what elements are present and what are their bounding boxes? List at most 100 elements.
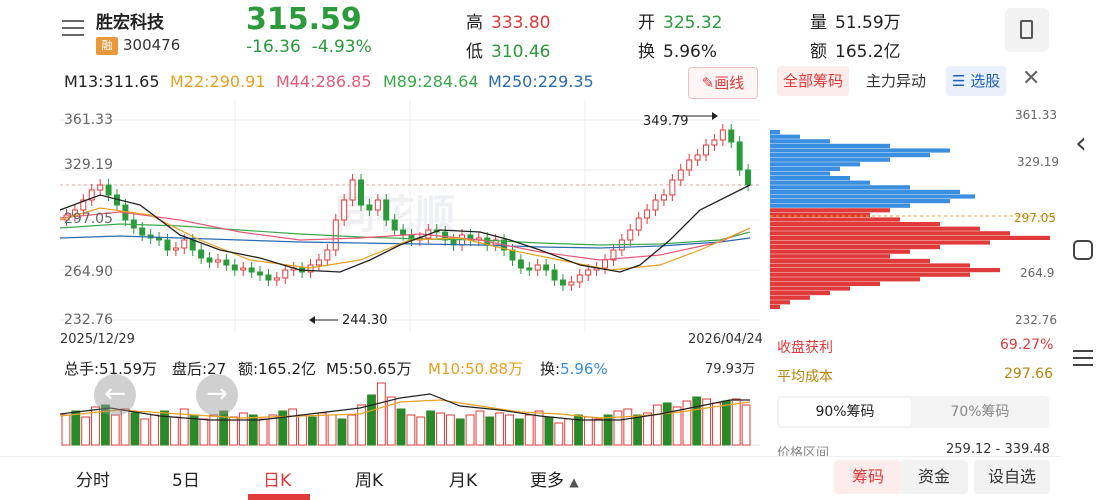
candle-body xyxy=(736,141,743,171)
candle-body xyxy=(214,259,221,263)
chip-bar xyxy=(770,272,970,277)
tab-more[interactable]: 更多 ▲ xyxy=(530,471,579,491)
add-watchlist-button[interactable]: 设自选 xyxy=(974,460,1050,494)
price-range-value: 259.12 - 339.48 xyxy=(946,442,1050,457)
chip-bar xyxy=(770,304,780,309)
candle-body xyxy=(559,279,566,286)
volume-bar xyxy=(347,414,357,446)
volume-bar xyxy=(258,418,268,446)
candle-body xyxy=(315,259,322,266)
candle-body xyxy=(223,259,230,266)
end-date: 2026/04/24 xyxy=(688,332,763,347)
candle-body xyxy=(198,249,205,259)
high-marker: 349.79 xyxy=(643,114,689,129)
chip-bar xyxy=(770,189,960,194)
volume-bar xyxy=(416,416,426,446)
recent-apps-icon[interactable] xyxy=(1073,350,1093,371)
candle-body xyxy=(652,199,659,211)
candle-body xyxy=(374,199,381,211)
chip-bar xyxy=(770,254,890,259)
start-date: 2025/12/29 xyxy=(60,332,135,347)
current-price: 315.59 xyxy=(246,2,362,37)
volume-chart[interactable] xyxy=(60,380,760,446)
chip-bar xyxy=(770,134,800,139)
candle-body xyxy=(248,267,255,273)
volume-bar xyxy=(544,416,554,446)
stock-code: 300476 xyxy=(123,36,181,54)
volume-bar xyxy=(633,414,643,446)
candle-body xyxy=(610,249,617,261)
draw-line-button[interactable]: ✎画线 xyxy=(688,67,758,99)
vol-after: 盘后:27 xyxy=(172,360,227,378)
volume-bar xyxy=(268,414,278,446)
chip-90-button[interactable]: 90%筹码 xyxy=(779,398,911,426)
volume-bar xyxy=(130,412,140,446)
chip-axis-1: 361.33 xyxy=(1015,108,1057,122)
volume-bar xyxy=(376,382,386,446)
volume-bar xyxy=(436,412,445,446)
chip-bar xyxy=(770,180,870,185)
scroll-left-button[interactable]: ← xyxy=(94,374,136,416)
volume-bar xyxy=(692,396,702,446)
tab-monthly-k[interactable]: 月K xyxy=(449,471,478,491)
tab-daily-k[interactable]: 日K xyxy=(263,471,292,491)
chip-bar xyxy=(770,281,880,286)
candle-body xyxy=(383,199,390,221)
volume-bar xyxy=(298,414,307,446)
tab-intraday[interactable]: 分时 xyxy=(76,471,110,491)
tab-weekly-k[interactable]: 周K xyxy=(355,471,384,491)
volume-bar xyxy=(426,410,436,446)
chip-bar xyxy=(770,222,940,227)
back-icon[interactable]: ‹ xyxy=(1075,126,1087,161)
volume-bar xyxy=(367,394,376,446)
home-icon[interactable] xyxy=(1073,240,1093,260)
volume-bar xyxy=(731,398,741,446)
volume-bar xyxy=(238,412,248,446)
chip-bar xyxy=(770,217,900,222)
menu-icon[interactable] xyxy=(62,20,84,38)
volume-bar xyxy=(278,410,288,446)
volume-bar xyxy=(652,404,662,446)
candle-body xyxy=(240,267,247,271)
volume-bar xyxy=(386,396,396,446)
chip-bar xyxy=(770,162,860,167)
chip-button[interactable]: 筹码 xyxy=(834,460,902,494)
candle-body xyxy=(80,199,87,211)
volume-bar xyxy=(741,404,751,446)
scroll-right-button[interactable]: → xyxy=(196,374,238,416)
volume-bar xyxy=(81,416,91,446)
volume-bar xyxy=(357,404,367,446)
tab-stock-select[interactable]: ☰ 选股 xyxy=(946,66,1007,96)
volume-bar xyxy=(209,414,219,446)
close-icon[interactable]: ✕ xyxy=(1022,66,1041,91)
fund-button[interactable]: 资金 xyxy=(900,460,968,494)
chip-bar xyxy=(770,208,890,213)
kline-chart[interactable]: 同花顺 349.79 244.30 xyxy=(60,100,760,332)
chip-bar xyxy=(770,258,930,263)
vol-m10: M10:50.88万 xyxy=(428,360,524,378)
candle-body xyxy=(517,259,524,269)
candle-body xyxy=(324,249,331,261)
chip-70-button[interactable]: 70%筹码 xyxy=(950,404,1010,420)
chip-bar xyxy=(770,157,890,162)
chip-bar xyxy=(770,277,920,282)
rotate-screen-button[interactable] xyxy=(1005,8,1049,52)
volume-bar xyxy=(71,410,81,446)
volume-bar xyxy=(91,406,100,446)
chip-bar xyxy=(770,300,790,305)
tab-5day[interactable]: 5日 xyxy=(172,471,200,491)
chip-pct-toggle: 90%筹码 70%筹码 xyxy=(777,396,1049,428)
volume-bar xyxy=(445,414,455,446)
stat-amount: 额 165.2亿 xyxy=(810,42,901,62)
close-profit-value: 69.27% xyxy=(1000,337,1054,353)
candle-body xyxy=(534,264,541,271)
chip-bar xyxy=(770,171,830,176)
volume-bar xyxy=(554,422,564,446)
tab-main-force[interactable]: 主力异动 xyxy=(866,72,927,90)
chip-bar xyxy=(770,139,830,144)
candle-body xyxy=(189,239,196,251)
chip-axis-4: 264.9 xyxy=(1020,266,1055,280)
ma13-label: M13:311.65 xyxy=(64,72,160,91)
tab-all-chips[interactable]: 全部筹码 xyxy=(777,66,850,96)
volume-bar xyxy=(248,414,258,446)
